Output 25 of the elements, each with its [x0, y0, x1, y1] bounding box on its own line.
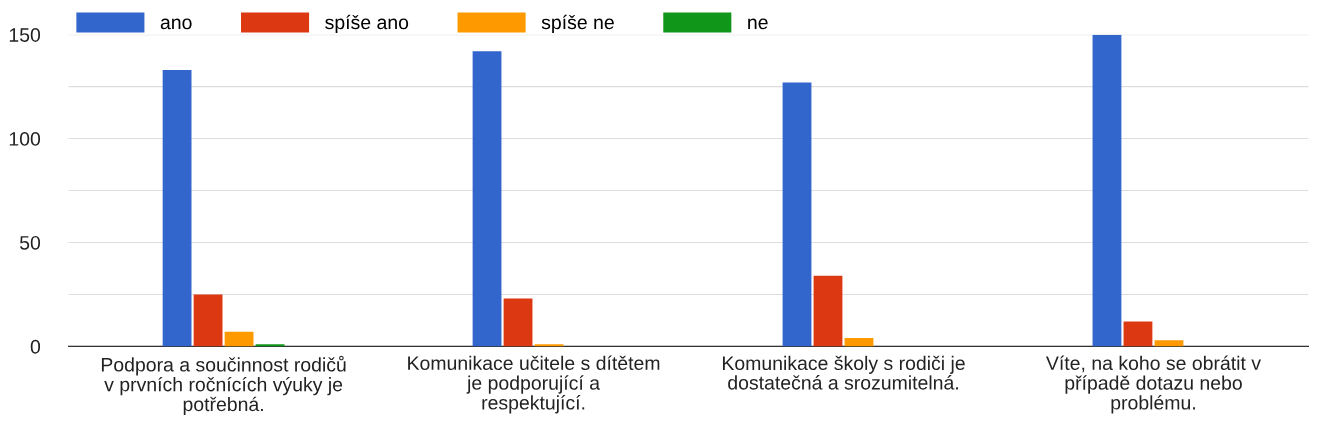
bar: [193, 294, 223, 347]
bar: [1092, 34, 1122, 347]
bar: [503, 298, 533, 347]
y-tick-label: 100: [9, 132, 41, 146]
bar: [1123, 321, 1153, 347]
x-tick-label: Podpora a součinnost rodičů v prvních ročnících výuky je potřebná.: [101, 355, 346, 416]
legend-label: spíše ano: [325, 14, 409, 34]
y-tick-label: 150: [9, 28, 41, 42]
bar: [844, 338, 874, 347]
legend-label: ne: [748, 18, 768, 30]
bar: [162, 69, 192, 347]
y-tick-label: 0: [30, 339, 41, 354]
x-tick-label: Komunikace učitele s dítětem je podporující a respektující.: [408, 355, 660, 414]
bar: [782, 82, 812, 347]
bar: [534, 344, 564, 347]
y-tick-label: 50: [19, 235, 41, 250]
legend-label: spíše ne: [541, 14, 614, 34]
bar: [224, 331, 254, 347]
bar: [1154, 340, 1184, 347]
legend-label: ano: [160, 18, 192, 30]
x-tick-label: Víte, na koho se obrátit v případě dotazu nebo problému.: [1046, 355, 1261, 414]
bar: [813, 275, 843, 347]
x-tick-label: Komunikace školy s rodiči je dostatečná a srozumitelná.: [722, 355, 965, 390]
bar: [472, 51, 502, 347]
bar: [255, 344, 285, 347]
